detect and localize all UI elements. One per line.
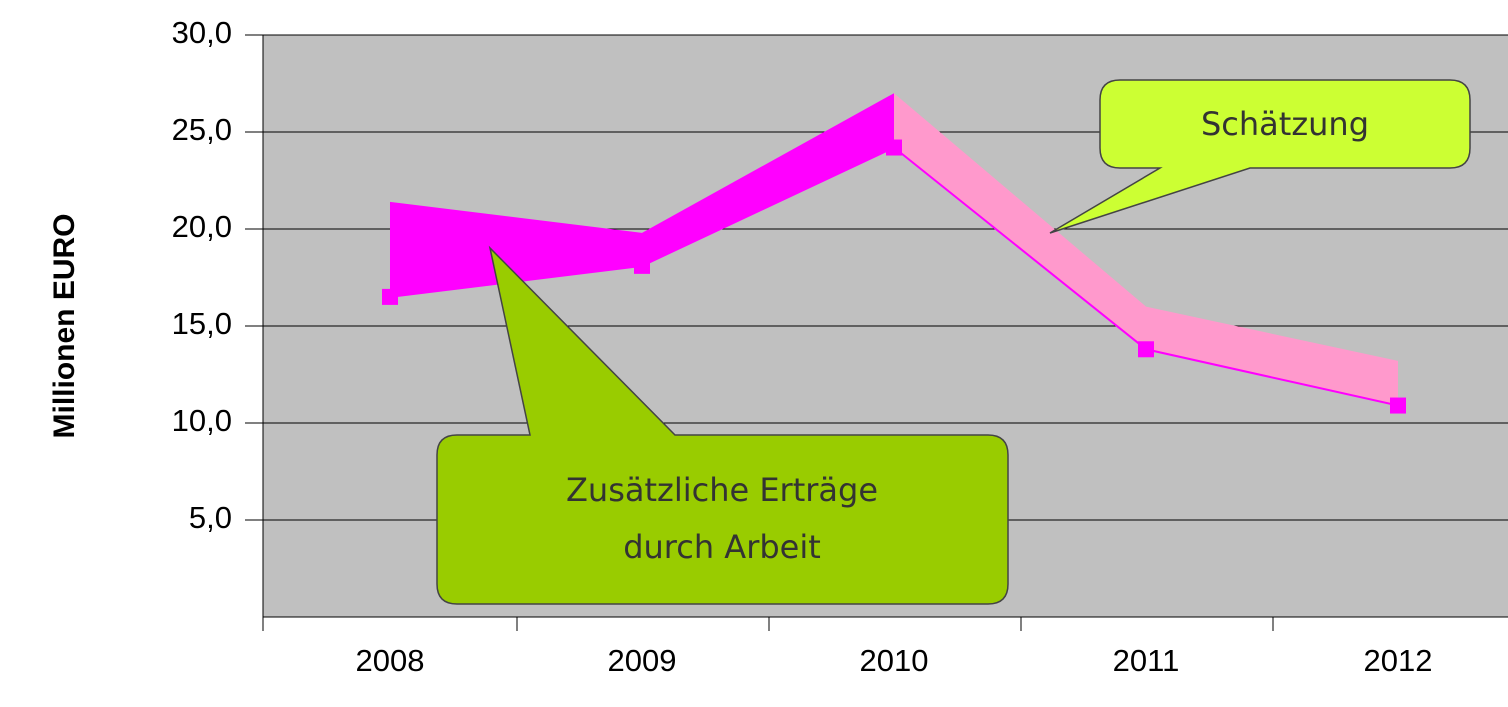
y-tick-label: 10,0 <box>172 403 232 438</box>
annotations: Schätzung Zusätzliche Erträge durch Arbe… <box>436 79 1471 605</box>
callout-text: Schätzung <box>1201 105 1369 143</box>
y-axis-label: Millionen EURO <box>48 214 81 439</box>
y-tick-label: 15,0 <box>172 306 232 341</box>
x-tick-label: 2012 <box>1364 643 1433 678</box>
x-tick-label: 2011 <box>1113 643 1180 678</box>
grid: 5,0 10,0 15,0 20,0 25,0 30,0 2008 2009 2010 2011 2… <box>172 15 1508 678</box>
x-tick-label: 2009 <box>608 643 677 678</box>
band-segment <box>894 93 1146 350</box>
y-tick-label: 5,0 <box>189 500 232 535</box>
y-tick-label: 30,0 <box>172 15 232 50</box>
y-tick-label: 20,0 <box>172 209 232 244</box>
marks <box>382 93 1406 414</box>
callout-shape <box>436 245 1009 605</box>
marker <box>1138 341 1154 358</box>
callout-shape <box>1049 79 1471 234</box>
marker <box>382 288 398 305</box>
callout-text: durch Arbeit <box>623 528 821 566</box>
marker <box>634 257 650 274</box>
band-segment <box>642 93 894 266</box>
x-tick-label: 2008 <box>356 643 425 678</box>
y-tick-label: 25,0 <box>172 112 232 147</box>
band-segment <box>1146 306 1398 406</box>
callout-text: Zusätzliche Erträge <box>566 471 878 509</box>
marker <box>886 139 902 156</box>
x-tick-label: 2010 <box>860 643 929 678</box>
marker <box>1390 397 1406 414</box>
